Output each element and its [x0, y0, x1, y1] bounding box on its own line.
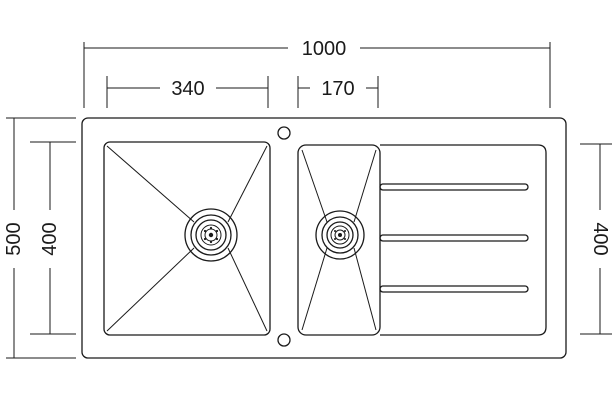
half-bowl-drain: [315, 210, 365, 260]
main-bowl-drain: [184, 208, 238, 262]
main-bowl-width-label: 340: [171, 78, 204, 100]
dimension-half-bowl-width: 170: [297, 76, 379, 108]
drainer-groove: [379, 183, 529, 191]
drainer-groove: [379, 234, 529, 242]
sink-outline: [81, 117, 567, 359]
overall-depth-label: 500: [3, 222, 25, 255]
drainer-groove: [379, 285, 529, 293]
drainer-depth-label: 400: [589, 222, 611, 255]
drainer-grooves: [379, 183, 529, 293]
dimension-drainer-depth: 400: [580, 143, 612, 335]
half-bowl-width-label: 170: [321, 78, 354, 100]
dimension-overall-depth: 500: [3, 117, 76, 359]
main-bowl: [103, 141, 271, 336]
drainer-board: [380, 144, 547, 336]
overall-width-label: 1000: [302, 38, 347, 60]
dimension-bowl-depth: 400: [30, 141, 76, 335]
dimension-overall-width: 1000: [83, 38, 551, 108]
bowl-depth-label: 400: [39, 222, 61, 255]
tap-hole-bottom: [277, 333, 291, 347]
dimension-main-bowl-width: 340: [106, 76, 269, 108]
tap-hole-top: [277, 126, 291, 140]
